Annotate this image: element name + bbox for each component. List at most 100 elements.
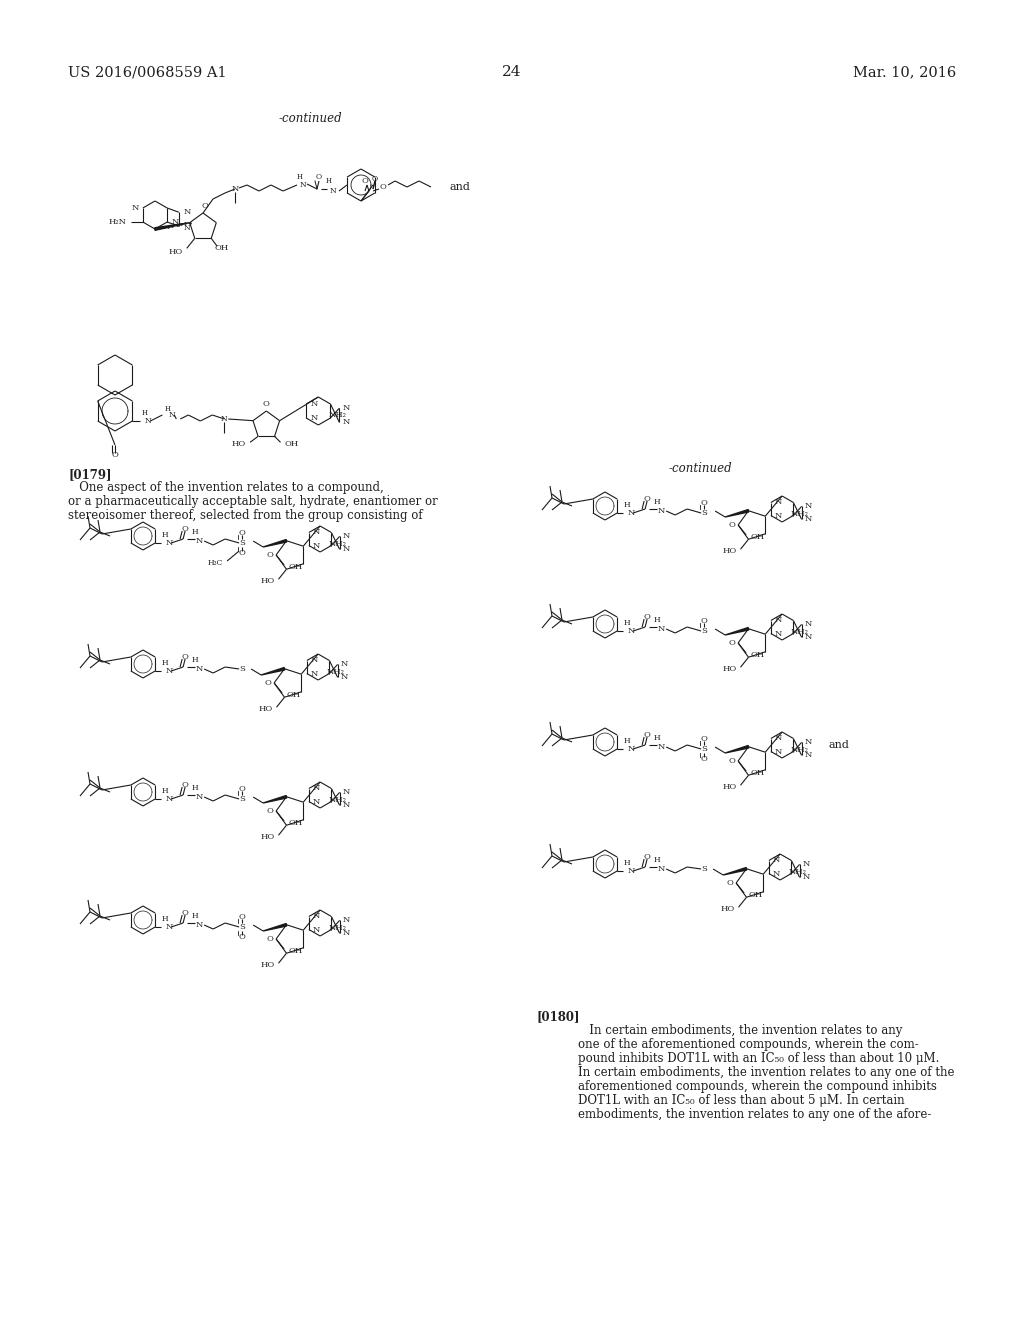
Polygon shape [725, 627, 749, 635]
Text: O: O [239, 785, 246, 793]
Text: H: H [164, 405, 170, 413]
Text: OH: OH [751, 770, 764, 777]
Text: OH: OH [751, 651, 764, 659]
Text: N: N [805, 620, 812, 628]
Text: O: O [239, 529, 246, 537]
Text: S: S [701, 510, 707, 517]
Text: N: N [774, 511, 781, 520]
Text: N: N [628, 867, 635, 875]
Text: O: O [181, 781, 188, 789]
Polygon shape [725, 510, 749, 517]
Text: N: N [312, 784, 319, 792]
Text: OH: OH [288, 818, 302, 828]
Text: NH₂: NH₂ [788, 869, 806, 876]
Text: N: N [166, 539, 173, 546]
Text: aforementioned compounds, wherein the compound inhibits: aforementioned compounds, wherein the co… [578, 1080, 937, 1093]
Text: N: N [300, 181, 306, 189]
Text: H: H [624, 859, 631, 867]
Text: or a pharmaceutically acceptable salt, hydrate, enantiomer or: or a pharmaceutically acceptable salt, h… [68, 495, 437, 508]
Text: OH: OH [214, 244, 228, 252]
Text: H: H [191, 528, 199, 536]
Text: N: N [805, 751, 812, 759]
Text: N: N [166, 923, 173, 931]
Polygon shape [725, 746, 749, 752]
Text: N: N [330, 187, 336, 195]
Text: O: O [644, 731, 650, 739]
Text: O: O [372, 176, 378, 183]
Text: N: N [231, 185, 239, 193]
Text: O: O [239, 549, 246, 557]
Text: H: H [653, 734, 660, 742]
Text: N: N [774, 734, 781, 742]
Text: N: N [803, 874, 810, 882]
Text: N: N [169, 411, 176, 418]
Text: O: O [644, 495, 650, 503]
Text: OH: OH [286, 690, 300, 700]
Text: HO: HO [260, 961, 274, 969]
Text: N: N [805, 503, 812, 511]
Text: O: O [727, 879, 733, 887]
Text: N: N [657, 624, 665, 634]
Text: S: S [701, 744, 707, 752]
Text: H: H [653, 498, 660, 506]
Text: Mar. 10, 2016: Mar. 10, 2016 [853, 65, 956, 79]
Text: S: S [701, 627, 707, 635]
Text: NH₂: NH₂ [328, 796, 346, 804]
Text: O: O [112, 451, 119, 459]
Text: N: N [312, 797, 319, 805]
Text: O: O [700, 616, 708, 624]
Text: embodiments, the invention relates to any one of the afore-: embodiments, the invention relates to an… [578, 1107, 932, 1121]
Text: N: N [774, 499, 781, 507]
Text: 24: 24 [502, 65, 522, 79]
Text: N: N [774, 630, 781, 638]
Text: H: H [162, 659, 168, 667]
Text: O: O [700, 499, 708, 507]
Text: O: O [263, 400, 269, 408]
Text: O: O [266, 550, 273, 558]
Text: N: N [657, 865, 665, 873]
Text: N: N [628, 510, 635, 517]
Text: HO: HO [258, 705, 272, 713]
Text: NH₂: NH₂ [791, 746, 808, 754]
Text: S: S [240, 665, 245, 673]
Text: [0180]: [0180] [536, 1010, 580, 1023]
Text: O: O [239, 933, 246, 941]
Polygon shape [263, 924, 287, 931]
Text: H: H [191, 656, 199, 664]
Text: OH: OH [749, 891, 763, 899]
Text: HO: HO [720, 906, 734, 913]
Text: -continued: -continued [669, 462, 732, 474]
Text: N: N [774, 616, 781, 624]
Text: N: N [310, 656, 317, 664]
Text: N: N [310, 669, 317, 677]
Text: N: N [310, 400, 317, 408]
Text: N: N [343, 916, 350, 924]
Text: H: H [624, 737, 631, 744]
Text: N: N [803, 861, 810, 869]
Text: H: H [326, 177, 332, 185]
Text: stereoisomer thereof, selected from the group consisting of: stereoisomer thereof, selected from the … [68, 508, 423, 521]
Text: N: N [310, 414, 317, 422]
Text: NH₂: NH₂ [326, 668, 344, 676]
Text: HO: HO [722, 665, 736, 673]
Text: HO: HO [722, 548, 736, 556]
Text: DOT1L with an IC₅₀ of less than about 5 μM. In certain: DOT1L with an IC₅₀ of less than about 5 … [578, 1094, 904, 1107]
Text: NH₂: NH₂ [328, 540, 346, 548]
Text: O: O [316, 173, 323, 181]
Text: One aspect of the invention relates to a compound,: One aspect of the invention relates to a… [68, 482, 384, 495]
Text: HO: HO [231, 441, 246, 449]
Text: O: O [644, 612, 650, 620]
Text: N: N [628, 744, 635, 752]
Text: H₃C: H₃C [208, 558, 223, 568]
Text: N: N [343, 788, 350, 796]
Text: N: N [183, 224, 190, 232]
Text: H: H [141, 409, 147, 417]
Text: N: N [196, 665, 203, 673]
Text: N: N [343, 418, 350, 426]
Text: S: S [701, 865, 707, 873]
Text: N: N [312, 912, 319, 920]
Text: and: and [828, 741, 849, 750]
Text: N: N [805, 738, 812, 746]
Text: N: N [166, 795, 173, 803]
Text: O: O [181, 909, 188, 917]
